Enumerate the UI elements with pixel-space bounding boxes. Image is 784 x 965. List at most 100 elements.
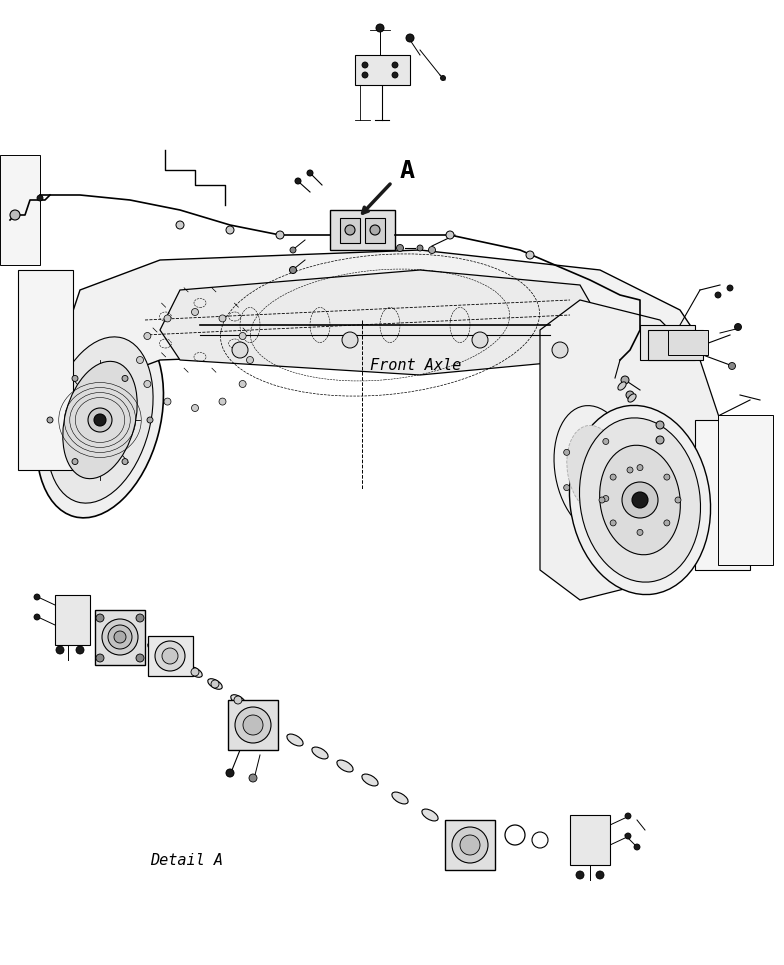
Circle shape bbox=[144, 333, 151, 340]
Bar bbox=[228, 700, 278, 750]
Circle shape bbox=[191, 404, 198, 411]
Circle shape bbox=[164, 315, 171, 322]
Circle shape bbox=[290, 247, 296, 253]
Circle shape bbox=[715, 292, 721, 298]
Circle shape bbox=[122, 375, 128, 381]
Circle shape bbox=[603, 496, 609, 502]
Circle shape bbox=[164, 399, 171, 405]
Circle shape bbox=[191, 668, 199, 676]
Circle shape bbox=[727, 285, 733, 291]
Circle shape bbox=[634, 844, 640, 850]
Ellipse shape bbox=[567, 426, 623, 514]
Ellipse shape bbox=[230, 695, 245, 705]
Circle shape bbox=[626, 391, 634, 399]
Ellipse shape bbox=[579, 418, 701, 582]
Bar bbox=[0, 155, 40, 265]
Circle shape bbox=[625, 833, 631, 839]
Circle shape bbox=[564, 484, 570, 490]
Circle shape bbox=[76, 646, 84, 654]
Circle shape bbox=[627, 467, 633, 473]
Circle shape bbox=[564, 450, 570, 455]
Ellipse shape bbox=[188, 667, 202, 677]
Circle shape bbox=[191, 309, 198, 316]
Circle shape bbox=[621, 376, 629, 384]
Bar bbox=[445, 820, 495, 870]
Circle shape bbox=[656, 436, 664, 444]
Circle shape bbox=[276, 231, 284, 239]
Circle shape bbox=[246, 356, 253, 364]
Circle shape bbox=[147, 417, 153, 423]
Circle shape bbox=[307, 170, 313, 176]
Circle shape bbox=[362, 62, 368, 68]
Circle shape bbox=[406, 34, 414, 42]
Circle shape bbox=[239, 333, 246, 340]
Bar bbox=[570, 815, 610, 865]
Circle shape bbox=[452, 827, 488, 863]
Circle shape bbox=[102, 619, 138, 655]
Circle shape bbox=[392, 72, 398, 78]
Circle shape bbox=[728, 363, 735, 370]
Circle shape bbox=[211, 680, 219, 688]
Circle shape bbox=[397, 244, 404, 252]
Circle shape bbox=[144, 380, 151, 388]
Bar bbox=[640, 325, 695, 360]
Ellipse shape bbox=[168, 654, 182, 665]
Circle shape bbox=[226, 769, 234, 777]
Text: A: A bbox=[400, 159, 415, 183]
Bar bbox=[148, 636, 193, 676]
Circle shape bbox=[637, 530, 643, 536]
Circle shape bbox=[122, 458, 128, 464]
Circle shape bbox=[162, 648, 178, 664]
Circle shape bbox=[446, 231, 454, 239]
Circle shape bbox=[239, 380, 246, 388]
Circle shape bbox=[235, 707, 271, 743]
Circle shape bbox=[108, 625, 132, 649]
Bar bbox=[355, 55, 410, 85]
Ellipse shape bbox=[422, 809, 438, 821]
Circle shape bbox=[603, 438, 609, 445]
Circle shape bbox=[219, 315, 226, 322]
Ellipse shape bbox=[47, 337, 153, 503]
Circle shape bbox=[232, 342, 248, 358]
Circle shape bbox=[637, 464, 643, 471]
Circle shape bbox=[72, 375, 78, 381]
Circle shape bbox=[155, 641, 185, 671]
Circle shape bbox=[441, 75, 445, 80]
Circle shape bbox=[10, 210, 20, 220]
Ellipse shape bbox=[208, 678, 222, 689]
Ellipse shape bbox=[148, 643, 162, 653]
Circle shape bbox=[599, 497, 605, 503]
Circle shape bbox=[171, 656, 179, 664]
Circle shape bbox=[72, 458, 78, 464]
Text: Detail A: Detail A bbox=[150, 853, 223, 868]
Circle shape bbox=[622, 482, 658, 518]
Circle shape bbox=[417, 245, 423, 251]
Circle shape bbox=[234, 696, 242, 704]
Circle shape bbox=[226, 226, 234, 234]
Bar bbox=[340, 218, 360, 243]
Ellipse shape bbox=[287, 734, 303, 746]
Ellipse shape bbox=[337, 760, 353, 772]
Ellipse shape bbox=[554, 405, 636, 535]
Circle shape bbox=[552, 342, 568, 358]
Circle shape bbox=[136, 356, 143, 364]
Circle shape bbox=[88, 408, 112, 432]
Circle shape bbox=[625, 813, 631, 819]
Bar bbox=[95, 610, 145, 665]
Circle shape bbox=[610, 520, 616, 526]
Bar bbox=[365, 218, 385, 243]
Circle shape bbox=[392, 62, 398, 68]
Circle shape bbox=[345, 225, 355, 235]
Circle shape bbox=[429, 246, 435, 254]
Ellipse shape bbox=[312, 747, 328, 758]
Polygon shape bbox=[160, 270, 600, 375]
Circle shape bbox=[362, 72, 368, 78]
Circle shape bbox=[735, 323, 742, 330]
Circle shape bbox=[114, 631, 126, 643]
Circle shape bbox=[675, 497, 681, 503]
Circle shape bbox=[56, 646, 64, 654]
Ellipse shape bbox=[628, 394, 636, 402]
Bar bbox=[668, 330, 708, 355]
Ellipse shape bbox=[600, 445, 681, 555]
Bar bbox=[330, 210, 395, 250]
